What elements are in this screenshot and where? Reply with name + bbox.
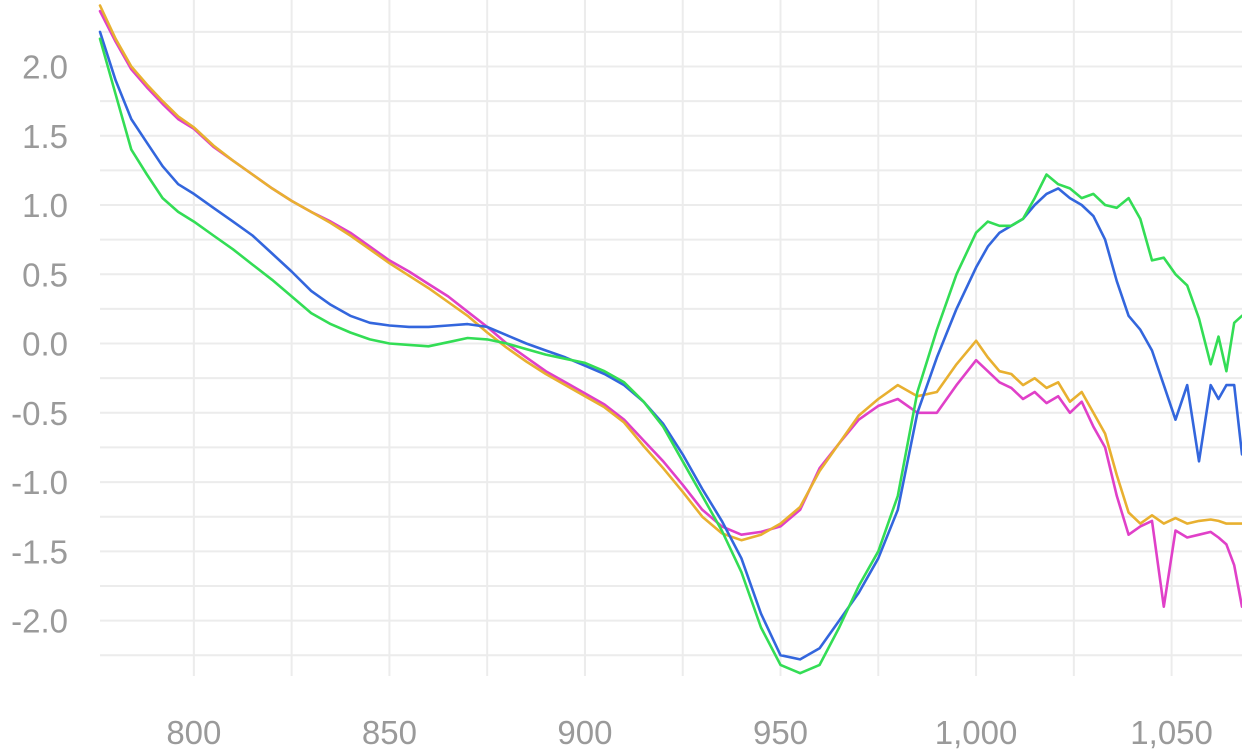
y-tick-label: 1.5 xyxy=(22,118,68,155)
y-tick-label: -1.0 xyxy=(11,464,68,501)
series-line-2 xyxy=(98,4,1242,542)
y-tick-label: -0.5 xyxy=(11,395,68,432)
y-tick-label: 0.0 xyxy=(22,326,68,363)
series-lines xyxy=(98,4,1242,675)
series-line-3 xyxy=(98,30,1242,661)
y-tick-label: -1.5 xyxy=(11,533,68,570)
x-tick-label: 800 xyxy=(166,714,221,750)
x-axis-tick-labels: 800 850 900 950 1,000 1,050 xyxy=(166,714,1213,750)
x-tick-label: 1,050 xyxy=(1130,714,1213,750)
x-tick-label: 950 xyxy=(753,714,808,750)
y-tick-label: 2.0 xyxy=(22,48,68,85)
horizontal-gridlines xyxy=(100,30,1242,657)
vertical-gridlines xyxy=(192,0,1173,676)
x-tick-label: 900 xyxy=(557,714,612,750)
y-tick-label: 0.5 xyxy=(22,256,68,293)
x-tick-label: 850 xyxy=(362,714,417,750)
y-tick-label: -2.0 xyxy=(11,603,68,640)
x-tick-label: 1,000 xyxy=(935,714,1018,750)
y-tick-label: 1.0 xyxy=(22,187,68,224)
series-line-4 xyxy=(98,37,1242,675)
y-axis-tick-labels: 2.0 1.5 1.0 0.5 0.0 -0.5 -1.0 -1.5 -2.0 xyxy=(11,48,68,639)
